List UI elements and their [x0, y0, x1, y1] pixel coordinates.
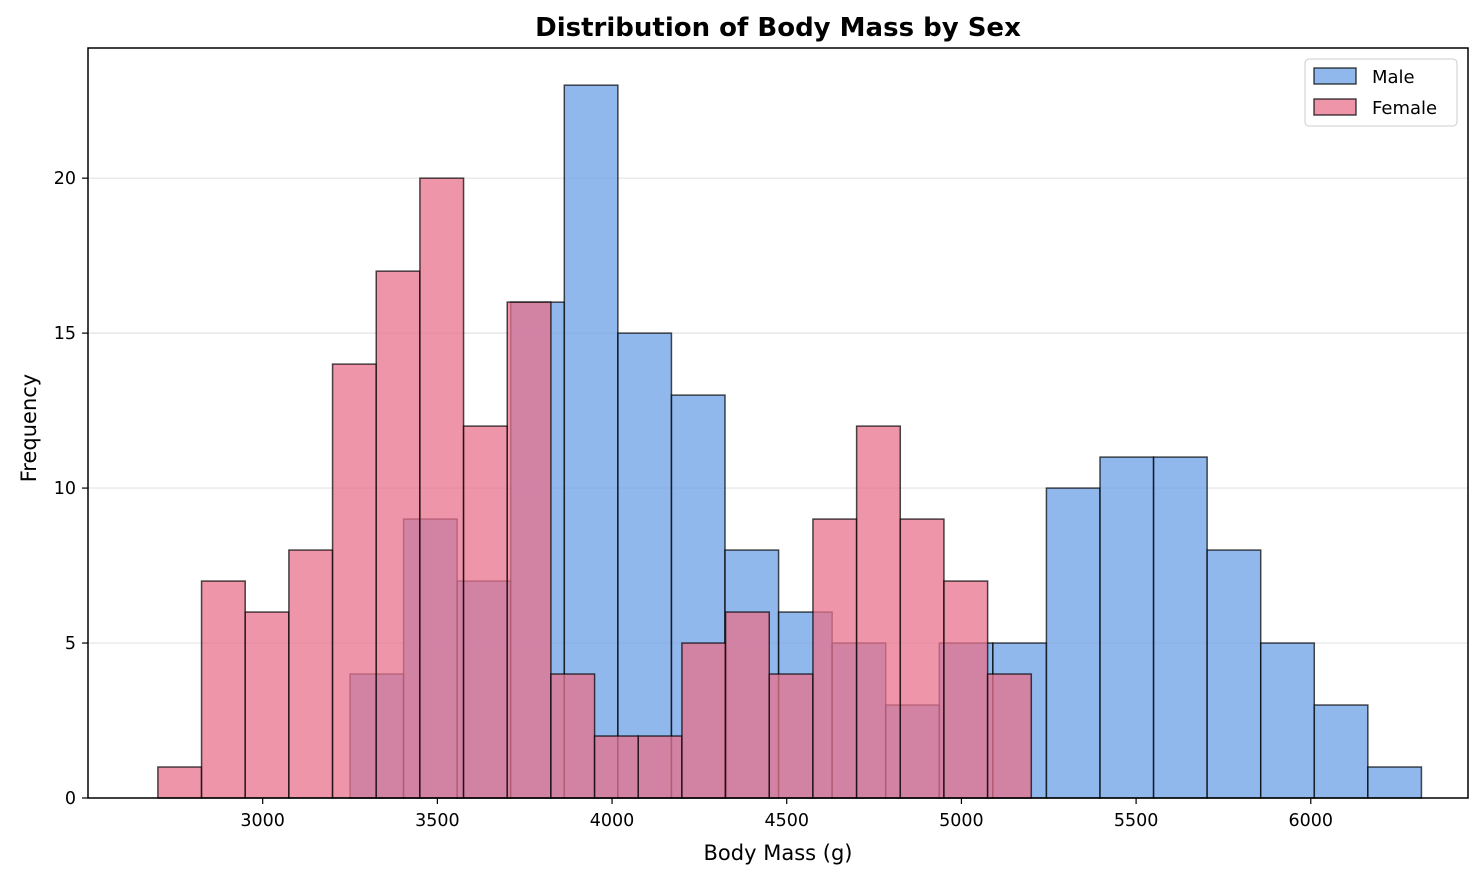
y-tick-label-10: 10	[54, 479, 76, 499]
male-bar-15	[1152, 456, 1208, 799]
female-bar-9	[550, 673, 596, 799]
female-bar-7	[462, 425, 508, 799]
female-bar-12	[681, 642, 727, 799]
y-tick-label-15: 15	[54, 324, 76, 344]
male-bar-5	[617, 332, 673, 799]
x-tick-label-6000: 6000	[1289, 811, 1334, 831]
x-tick-label-5500: 5500	[1114, 811, 1159, 831]
legend-label-female: Female	[1372, 98, 1437, 119]
female-bar-0	[157, 766, 203, 799]
female-bar-5	[375, 270, 421, 799]
legend-label-male: Male	[1372, 67, 1415, 88]
male-bar-13	[1045, 487, 1101, 799]
chart-title: Distribution of Body Mass by Sex	[535, 13, 1021, 43]
female-bar-17	[899, 518, 945, 799]
x-axis-label: Body Mass (g)	[704, 841, 853, 865]
female-bar-19	[986, 673, 1033, 799]
y-tick-label-20: 20	[54, 169, 76, 189]
female-bar-3	[288, 549, 334, 799]
female-bar-15	[812, 518, 858, 799]
x-tick-label-3500: 3500	[415, 811, 460, 831]
x-tick-label-4500: 4500	[764, 811, 809, 831]
x-tick-label-4000: 4000	[590, 811, 635, 831]
x-tick-label-3000: 3000	[240, 811, 285, 831]
female-bar-4	[331, 363, 377, 799]
legend-swatch-female	[1313, 98, 1357, 116]
female-bar-13	[724, 611, 771, 799]
female-bar-1	[200, 580, 246, 799]
plot-area-frame	[87, 47, 1469, 799]
male-bar-14	[1099, 456, 1155, 799]
female-bar-16	[855, 425, 902, 799]
female-bar-6	[419, 177, 465, 799]
legend: Male Female	[1304, 58, 1458, 127]
male-bar-17	[1259, 642, 1316, 799]
female-bar-14	[768, 673, 814, 799]
female-bar-8	[506, 301, 552, 799]
male-bar-19	[1367, 766, 1423, 799]
female-series	[157, 177, 1033, 799]
female-bar-2	[244, 611, 290, 799]
x-tick-label-5000: 5000	[939, 811, 984, 831]
legend-swatch-male	[1313, 67, 1357, 85]
y-axis-ticks: 0 5 10 15 20	[54, 169, 88, 809]
female-bar-18	[943, 580, 989, 799]
y-tick-label-5: 5	[65, 634, 76, 654]
male-bar-16	[1206, 549, 1262, 799]
female-bar-11	[637, 735, 683, 799]
male-bar-18	[1313, 704, 1369, 799]
y-tick-label-0: 0	[65, 789, 76, 809]
x-axis-ticks: 3000 3500 4000 4500 5000 5500 6000	[240, 798, 1333, 831]
female-bar-10	[593, 735, 640, 799]
y-axis-label: Frequency	[17, 374, 41, 483]
